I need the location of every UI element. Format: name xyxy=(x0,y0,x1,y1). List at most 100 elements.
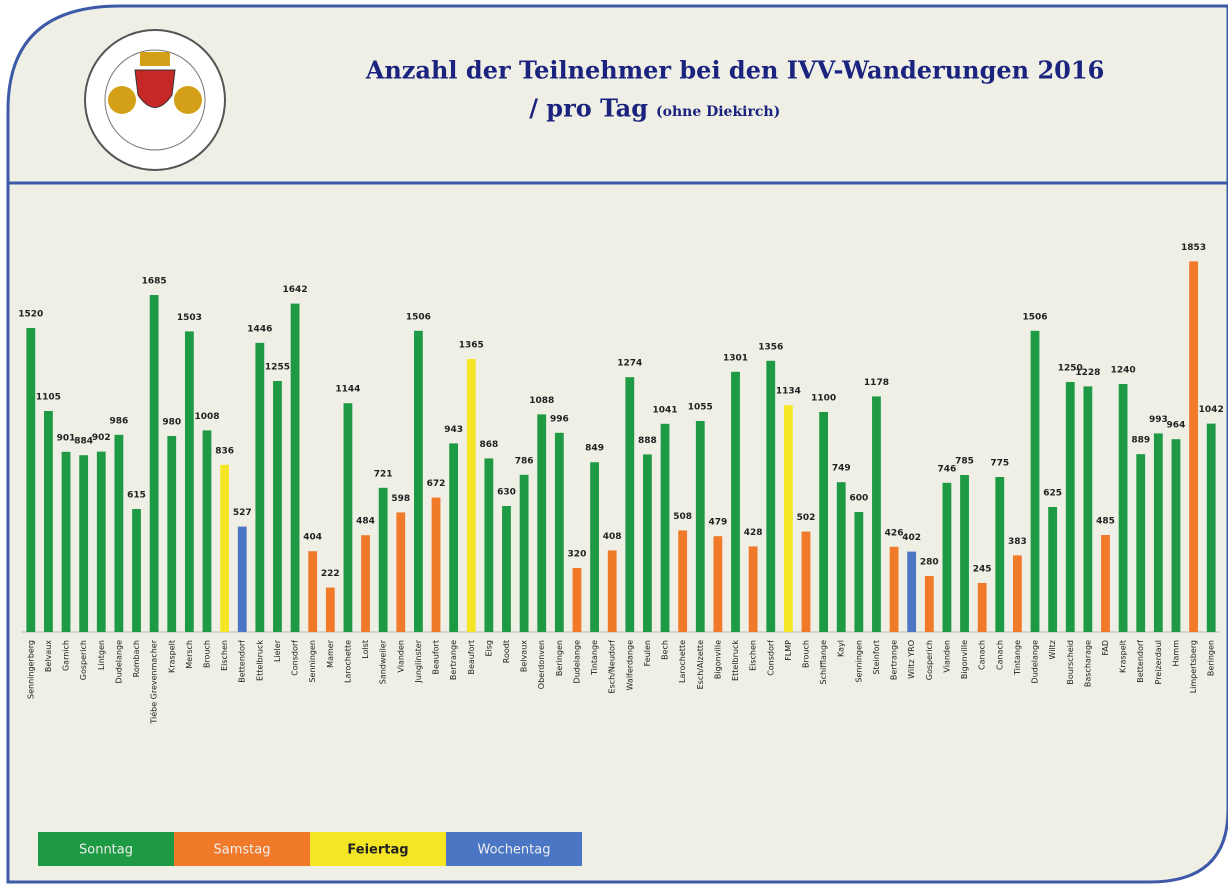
value-label: 746 xyxy=(938,464,957,474)
value-label: 1446 xyxy=(247,324,272,334)
value-label: 320 xyxy=(568,550,587,560)
bar xyxy=(466,359,476,632)
x-tick-label: Beringen xyxy=(555,640,564,676)
bar xyxy=(537,414,547,632)
bar xyxy=(713,536,723,632)
legend-swatch xyxy=(38,832,174,866)
value-label: 1105 xyxy=(36,393,61,403)
value-label: 383 xyxy=(1008,537,1027,547)
bar xyxy=(995,477,1005,632)
bar xyxy=(889,546,899,632)
x-tick-label: Bertrange xyxy=(890,640,899,680)
bar xyxy=(1101,535,1110,632)
chart-title: Anzahl der Teilnehmer bei den IVV-Wander… xyxy=(365,56,1105,85)
value-label: 1853 xyxy=(1181,243,1206,253)
bar xyxy=(378,487,388,632)
bar xyxy=(343,403,353,632)
x-tick-label: Lolst xyxy=(361,640,370,659)
bar xyxy=(519,474,529,632)
x-tick-label: Kraspelt xyxy=(1119,640,1128,673)
bar xyxy=(413,330,423,632)
value-label: 1055 xyxy=(688,403,713,413)
value-label: 1042 xyxy=(1199,405,1224,415)
value-label: 630 xyxy=(497,488,516,498)
value-label: 993 xyxy=(1149,415,1168,425)
bar xyxy=(273,381,282,632)
bar xyxy=(695,421,705,632)
x-tick-label: Senningerberg xyxy=(26,640,35,699)
bar xyxy=(96,451,106,632)
x-tick-label: Mamer xyxy=(326,639,335,668)
value-label: 1520 xyxy=(18,310,43,320)
bar xyxy=(872,396,881,632)
x-tick-label: Dudelange xyxy=(114,640,123,684)
x-tick-label: Kayl xyxy=(837,640,846,657)
bar xyxy=(854,512,864,632)
bar xyxy=(1065,382,1075,632)
x-tick-label: Wiltz YRO xyxy=(907,640,916,679)
value-label: 485 xyxy=(1096,517,1115,527)
value-label: 1228 xyxy=(1075,368,1100,378)
x-tick-label: Tiébe Grevenmacher xyxy=(149,639,159,724)
x-tick-label: Bourscheid xyxy=(1066,640,1075,685)
value-label: 884 xyxy=(74,437,93,447)
value-label: 849 xyxy=(585,444,604,454)
bar xyxy=(766,360,776,632)
x-tick-label: Canach xyxy=(978,640,987,670)
x-tick-label: Bech xyxy=(661,640,670,660)
x-tick-label: Belvaux xyxy=(44,640,53,672)
value-label: 1503 xyxy=(177,313,202,323)
x-tick-label: Eischen xyxy=(749,640,758,671)
value-label: 1008 xyxy=(194,412,219,422)
x-tick-label: Kraspelt xyxy=(167,640,176,673)
bar xyxy=(643,454,652,632)
legend-swatch xyxy=(446,832,582,866)
x-tick-label: Schifflange xyxy=(819,640,828,685)
x-tick-label: Consdorf xyxy=(766,640,775,676)
bar xyxy=(1012,555,1022,632)
value-label: 1100 xyxy=(811,394,836,404)
value-label: 625 xyxy=(1043,489,1062,499)
value-label: 1144 xyxy=(335,385,360,395)
value-label: 508 xyxy=(673,512,692,522)
bar xyxy=(625,377,635,632)
x-tick-label: Roodt xyxy=(502,640,511,663)
logo xyxy=(84,29,226,171)
value-label: 426 xyxy=(885,528,904,538)
value-label: 785 xyxy=(955,457,974,467)
bar xyxy=(607,550,617,632)
value-label: 889 xyxy=(1131,436,1150,446)
value-label: 980 xyxy=(162,418,181,428)
value-label: 402 xyxy=(902,533,921,543)
value-label: 672 xyxy=(427,479,446,489)
value-label: 600 xyxy=(849,494,868,504)
bar xyxy=(1189,261,1198,632)
bar xyxy=(502,506,511,632)
value-label: 615 xyxy=(127,491,146,501)
x-tick-label: Wiltz xyxy=(1048,640,1057,660)
value-label: 1642 xyxy=(283,285,308,295)
value-label: 479 xyxy=(708,518,727,528)
legend-swatch xyxy=(174,832,310,866)
bar xyxy=(26,328,36,632)
x-tick-label: Bigonville xyxy=(713,640,722,679)
bar xyxy=(554,432,564,632)
x-tick-label: Consdorf xyxy=(291,640,300,676)
x-tick-label: Preizerdaul xyxy=(1154,640,1163,684)
value-label: 996 xyxy=(550,414,569,424)
value-label: 222 xyxy=(321,569,340,579)
value-label: 1240 xyxy=(1111,366,1136,376)
bar xyxy=(79,455,89,632)
x-tick-label: Walferdange xyxy=(625,640,634,691)
value-label: 986 xyxy=(109,416,128,426)
value-label: 1506 xyxy=(1022,312,1047,322)
value-label: 1685 xyxy=(142,277,167,287)
x-tick-label: Lintgen xyxy=(97,640,106,670)
bar xyxy=(660,423,670,632)
panel xyxy=(6,4,1228,884)
x-tick-label: Bettendorf xyxy=(238,640,247,683)
x-tick-label: Mersch xyxy=(185,640,194,669)
legend-swatch xyxy=(310,832,446,866)
legend-label: Feiertag xyxy=(347,843,408,858)
